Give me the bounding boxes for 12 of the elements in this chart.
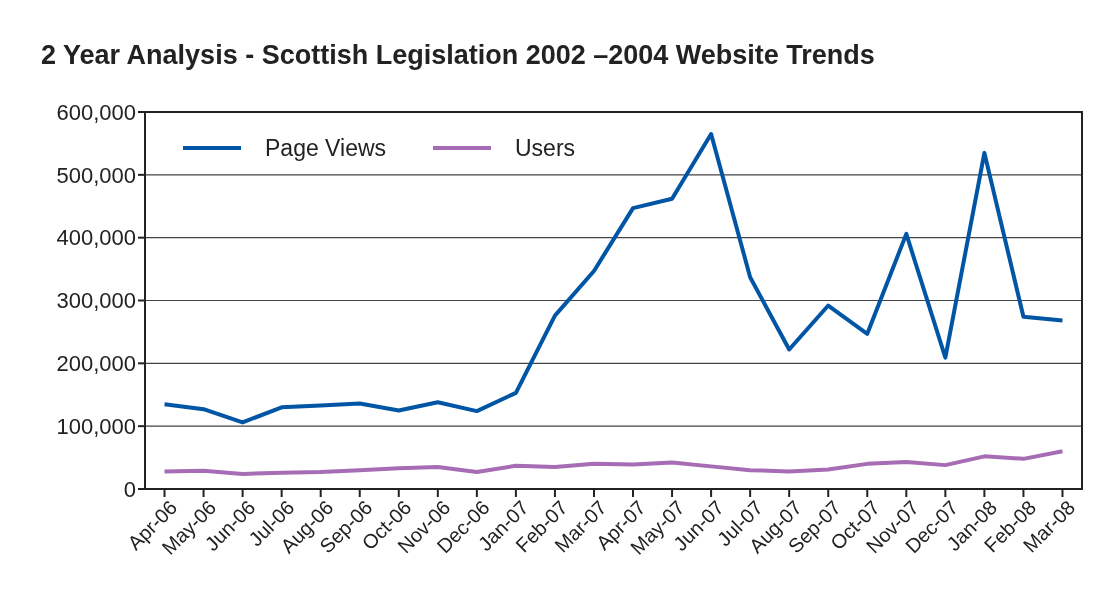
y-tick-label: 400,000 (56, 225, 136, 251)
y-tick-label: 600,000 (56, 99, 136, 125)
legend-label: Page Views (265, 135, 387, 162)
chart-title: 2 Year Analysis - Scottish Legislation 2002 –2004 Website Trends (41, 40, 875, 70)
y-tick-label: 100,000 (56, 413, 136, 439)
y-tick-label: 300,000 (56, 288, 136, 314)
line-series (162, 131, 1065, 425)
y-tick-label: 500,000 (56, 162, 136, 188)
y-tick-label: 200,000 (56, 351, 136, 377)
line-series (162, 449, 1065, 476)
y-tick-label: 0 (123, 476, 136, 502)
legend-label: Users (515, 135, 576, 162)
